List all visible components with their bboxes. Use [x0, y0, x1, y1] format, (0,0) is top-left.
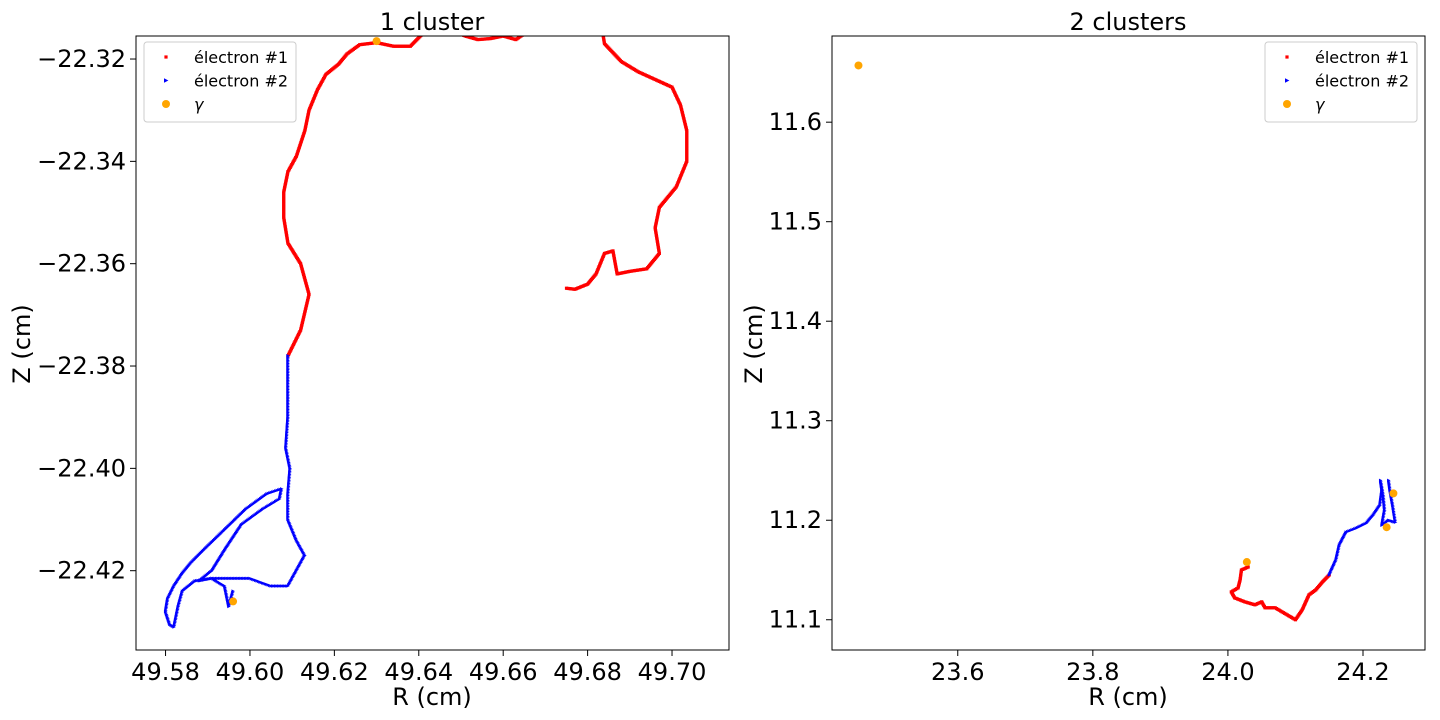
chart-panel-2-clusters: 2 clusters 23.6 23.8 24.0 24.2 11.1 11.2 11.3 1… [740, 8, 1426, 711]
x-tick-label: 23.8 [1066, 658, 1119, 686]
y-tick-label: 11.1 [769, 606, 822, 634]
x-tick-label: 49.60 [216, 658, 285, 686]
gamma-point [372, 37, 381, 46]
chart-title: 1 cluster [380, 8, 485, 36]
y-axis-label: Z (cm) [8, 304, 36, 383]
y-axis-label: Z (cm) [740, 304, 768, 383]
plot-area: 49.58 49.60 49.62 49.64 49.66 49.68 49.70 −22.4… [37, 35, 730, 686]
electron-2-point [231, 589, 235, 593]
axes-frame [831, 35, 1426, 651]
series-3 [854, 61, 1398, 567]
x-tick-label: 49.68 [553, 658, 622, 686]
legend: électron #1 électron #2 γ [143, 41, 297, 123]
x-axis-label: R (cm) [1088, 683, 1168, 711]
legend-entry-label: électron #2 [1315, 72, 1409, 91]
y-tick-label: 11.5 [769, 208, 822, 236]
x-tick-label: 49.70 [638, 658, 707, 686]
legend-entry-label: électron #1 [194, 48, 288, 67]
chart-panel-1-cluster: 1 cluster 49.58 49.60 49.62 49.64 49.66 49.68… [8, 8, 730, 711]
data-series-group [854, 61, 1398, 622]
legend-gamma-marker [1283, 100, 1291, 108]
y-tick-label: −22.32 [37, 45, 126, 73]
y-tick-label: 11.6 [769, 108, 822, 136]
y-tick-label: −22.40 [37, 454, 126, 482]
y-tick-label: −22.36 [37, 250, 126, 278]
legend: électron #1 électron #2 γ [1264, 41, 1418, 123]
series-2 [163, 354, 307, 629]
electron-1-point [564, 286, 569, 290]
legend-electron-1-marker [1285, 55, 1289, 59]
series-1 [282, 36, 689, 358]
electron-1-point [419, 36, 423, 38]
y-tick-label: 11.2 [769, 506, 822, 534]
legend-entry-label: γ [1315, 95, 1326, 114]
gamma-point [1242, 558, 1251, 567]
y-tick-label: 11.3 [769, 407, 822, 435]
legend-electron-1-marker [164, 55, 168, 59]
x-tick-label: 24.2 [1336, 658, 1389, 686]
x-tick-label: 49.62 [300, 658, 369, 686]
legend-entry-label: γ [194, 95, 205, 114]
legend-box [143, 41, 297, 123]
y-tick-label: −22.34 [37, 147, 126, 175]
x-tick-label: 49.58 [131, 658, 200, 686]
axes-frame [135, 35, 730, 651]
gamma-point [1382, 523, 1391, 532]
legend-gamma-marker [162, 100, 170, 108]
gamma-point [854, 61, 863, 70]
legend-box [1264, 41, 1418, 123]
x-tick-label: 49.66 [469, 658, 538, 686]
series-1 [1229, 565, 1331, 622]
x-axis-label: R (cm) [392, 683, 472, 711]
y-tick-label: −22.38 [37, 352, 126, 380]
electron-1-point [519, 36, 523, 38]
legend-entry-label: électron #1 [1315, 48, 1409, 67]
legend-entry-label: électron #2 [194, 72, 288, 91]
x-tick-label: 49.64 [384, 658, 453, 686]
plot-area: 23.6 23.8 24.0 24.2 11.1 11.2 11.3 11.4 11.5 11.6 [769, 35, 1426, 686]
y-tick-label: 11.4 [769, 307, 822, 335]
x-tick-label: 23.6 [931, 658, 984, 686]
x-tick-label: 24.0 [1201, 658, 1254, 686]
gamma-point [229, 597, 238, 606]
legend-electron-2-marker [164, 78, 169, 83]
series-3 [229, 37, 381, 606]
chart-title: 2 clusters [1069, 8, 1186, 36]
legend-electron-2-marker [1285, 78, 1290, 83]
gamma-point [1389, 489, 1398, 498]
electron-2-point [1387, 478, 1391, 483]
y-tick-label: −22.42 [37, 557, 126, 585]
series-2 [1327, 478, 1398, 577]
data-series-group [163, 36, 689, 629]
